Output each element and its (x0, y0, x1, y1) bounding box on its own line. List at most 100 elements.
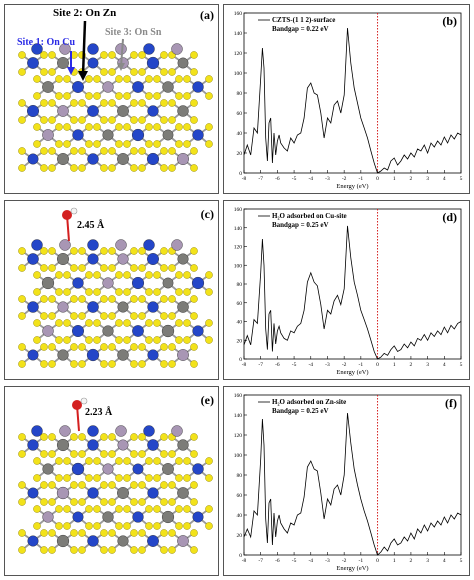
x-tick-label: 2 (410, 558, 413, 564)
zinc-atom (117, 153, 129, 165)
sulfur-atom (168, 68, 176, 76)
x-tick-label: -3 (325, 558, 330, 564)
sulfur-atom (55, 457, 63, 465)
sulfur-atom (115, 522, 123, 530)
sulfur-atom (33, 123, 41, 131)
sulfur-atom (130, 546, 138, 554)
sulfur-atom (168, 147, 176, 155)
copper-atom (147, 535, 159, 547)
sulfur-atom (168, 360, 176, 368)
sulfur-atom (183, 92, 191, 100)
sulfur-atom (123, 505, 131, 513)
dos-curve (243, 412, 462, 556)
sulfur-atom (108, 247, 116, 255)
legend-text: H₂O adsorbed on Zn-site (272, 398, 346, 406)
sulfur-atom (78, 295, 86, 303)
sulfur-atom (168, 264, 176, 272)
sulfur-atom (93, 505, 101, 513)
sulfur-atom (138, 529, 146, 537)
copper-atom (72, 325, 84, 337)
y-tick-label: 120 (234, 433, 243, 439)
water-molecule-c (62, 207, 78, 242)
sulfur-atom (55, 319, 63, 327)
x-tick-label: -5 (292, 362, 297, 368)
sulfur-atom (100, 481, 108, 489)
copper-atom (87, 301, 99, 313)
x-axis-label: Energy (eV) (336, 369, 368, 376)
sulfur-atom (18, 147, 26, 155)
zinc-atom (177, 301, 189, 313)
sulfur-atom (18, 360, 26, 368)
sulfur-atom (138, 312, 146, 320)
sulfur-atom (85, 271, 93, 279)
sulfur-atom (70, 360, 78, 368)
copper-atom (147, 253, 159, 265)
sulfur-atom (100, 433, 108, 441)
tin-atom (42, 129, 54, 141)
sulfur-atom (168, 312, 176, 320)
x-tick-label: -4 (308, 176, 313, 182)
atom-layer (18, 425, 213, 554)
sulfur-atom (145, 123, 153, 131)
sulfur-atom (100, 68, 108, 76)
x-tick-label: 3 (426, 176, 429, 182)
sulfur-atom (108, 498, 116, 506)
y-tick-label: 60 (237, 493, 243, 499)
tin-atom (59, 239, 71, 251)
zinc-atom (177, 487, 189, 499)
sulfur-atom (78, 481, 86, 489)
zinc-atom (117, 105, 129, 117)
sulfur-atom (40, 247, 48, 255)
x-tick-label: 5 (460, 362, 463, 368)
dos-chart-f: 0 20 40 60 80 100 120 140 160 -8 -7 -6 -5 -4 -3 -2 -1 0 1 2… (234, 393, 463, 572)
panel-label: (d) (442, 210, 457, 224)
sulfur-atom (100, 147, 108, 155)
sulfur-atom (100, 164, 108, 172)
sulfur-atom (108, 546, 116, 554)
site-label-sn: Site 3: On Sn (105, 27, 162, 38)
tin-atom (171, 43, 183, 55)
sulfur-atom (93, 75, 101, 83)
copper-atom (147, 105, 159, 117)
zinc-atom (177, 253, 189, 265)
sulfur-atom (40, 147, 48, 155)
x-tick-label: 5 (460, 176, 463, 182)
sulfur-atom (78, 247, 86, 255)
copper-atom (87, 253, 99, 265)
sulfur-atom (175, 92, 183, 100)
sulfur-atom (108, 433, 116, 441)
sulfur-atom (115, 319, 123, 327)
panel-label: (f) (445, 396, 457, 410)
y-tick-label: 100 (234, 453, 243, 459)
sulfur-atom (138, 481, 146, 489)
copper-atom (26, 104, 40, 118)
sulfur-atom (138, 264, 146, 272)
sulfur-atom (93, 271, 101, 279)
copper-atom (72, 81, 84, 93)
sulfur-atom (130, 312, 138, 320)
sulfur-atom (78, 360, 86, 368)
sulfur-atom (33, 75, 41, 83)
zinc-atom (162, 81, 174, 93)
sulfur-atom (175, 505, 183, 513)
zinc-atom (177, 439, 189, 451)
structure-svg-e (18, 425, 213, 554)
sulfur-atom (205, 474, 213, 482)
sulfur-atom (108, 481, 116, 489)
tin-atom (59, 43, 71, 55)
sulfur-atom (123, 319, 131, 327)
sulfur-atom (205, 140, 213, 148)
sulfur-atom (93, 288, 101, 296)
copper-atom (27, 349, 39, 361)
copper-atom (27, 57, 39, 69)
copper-atom (147, 487, 159, 499)
sulfur-atom (160, 116, 168, 124)
sulfur-atom (100, 498, 108, 506)
sulfur-atom (190, 343, 198, 351)
sulfur-atom (130, 450, 138, 458)
sulfur-atom (108, 116, 116, 124)
y-tick-label: 140 (234, 31, 243, 37)
y-tick-label: 40 (237, 131, 243, 137)
site-label-cu: Site 1: On Cu (17, 37, 76, 48)
sulfur-atom (108, 147, 116, 155)
